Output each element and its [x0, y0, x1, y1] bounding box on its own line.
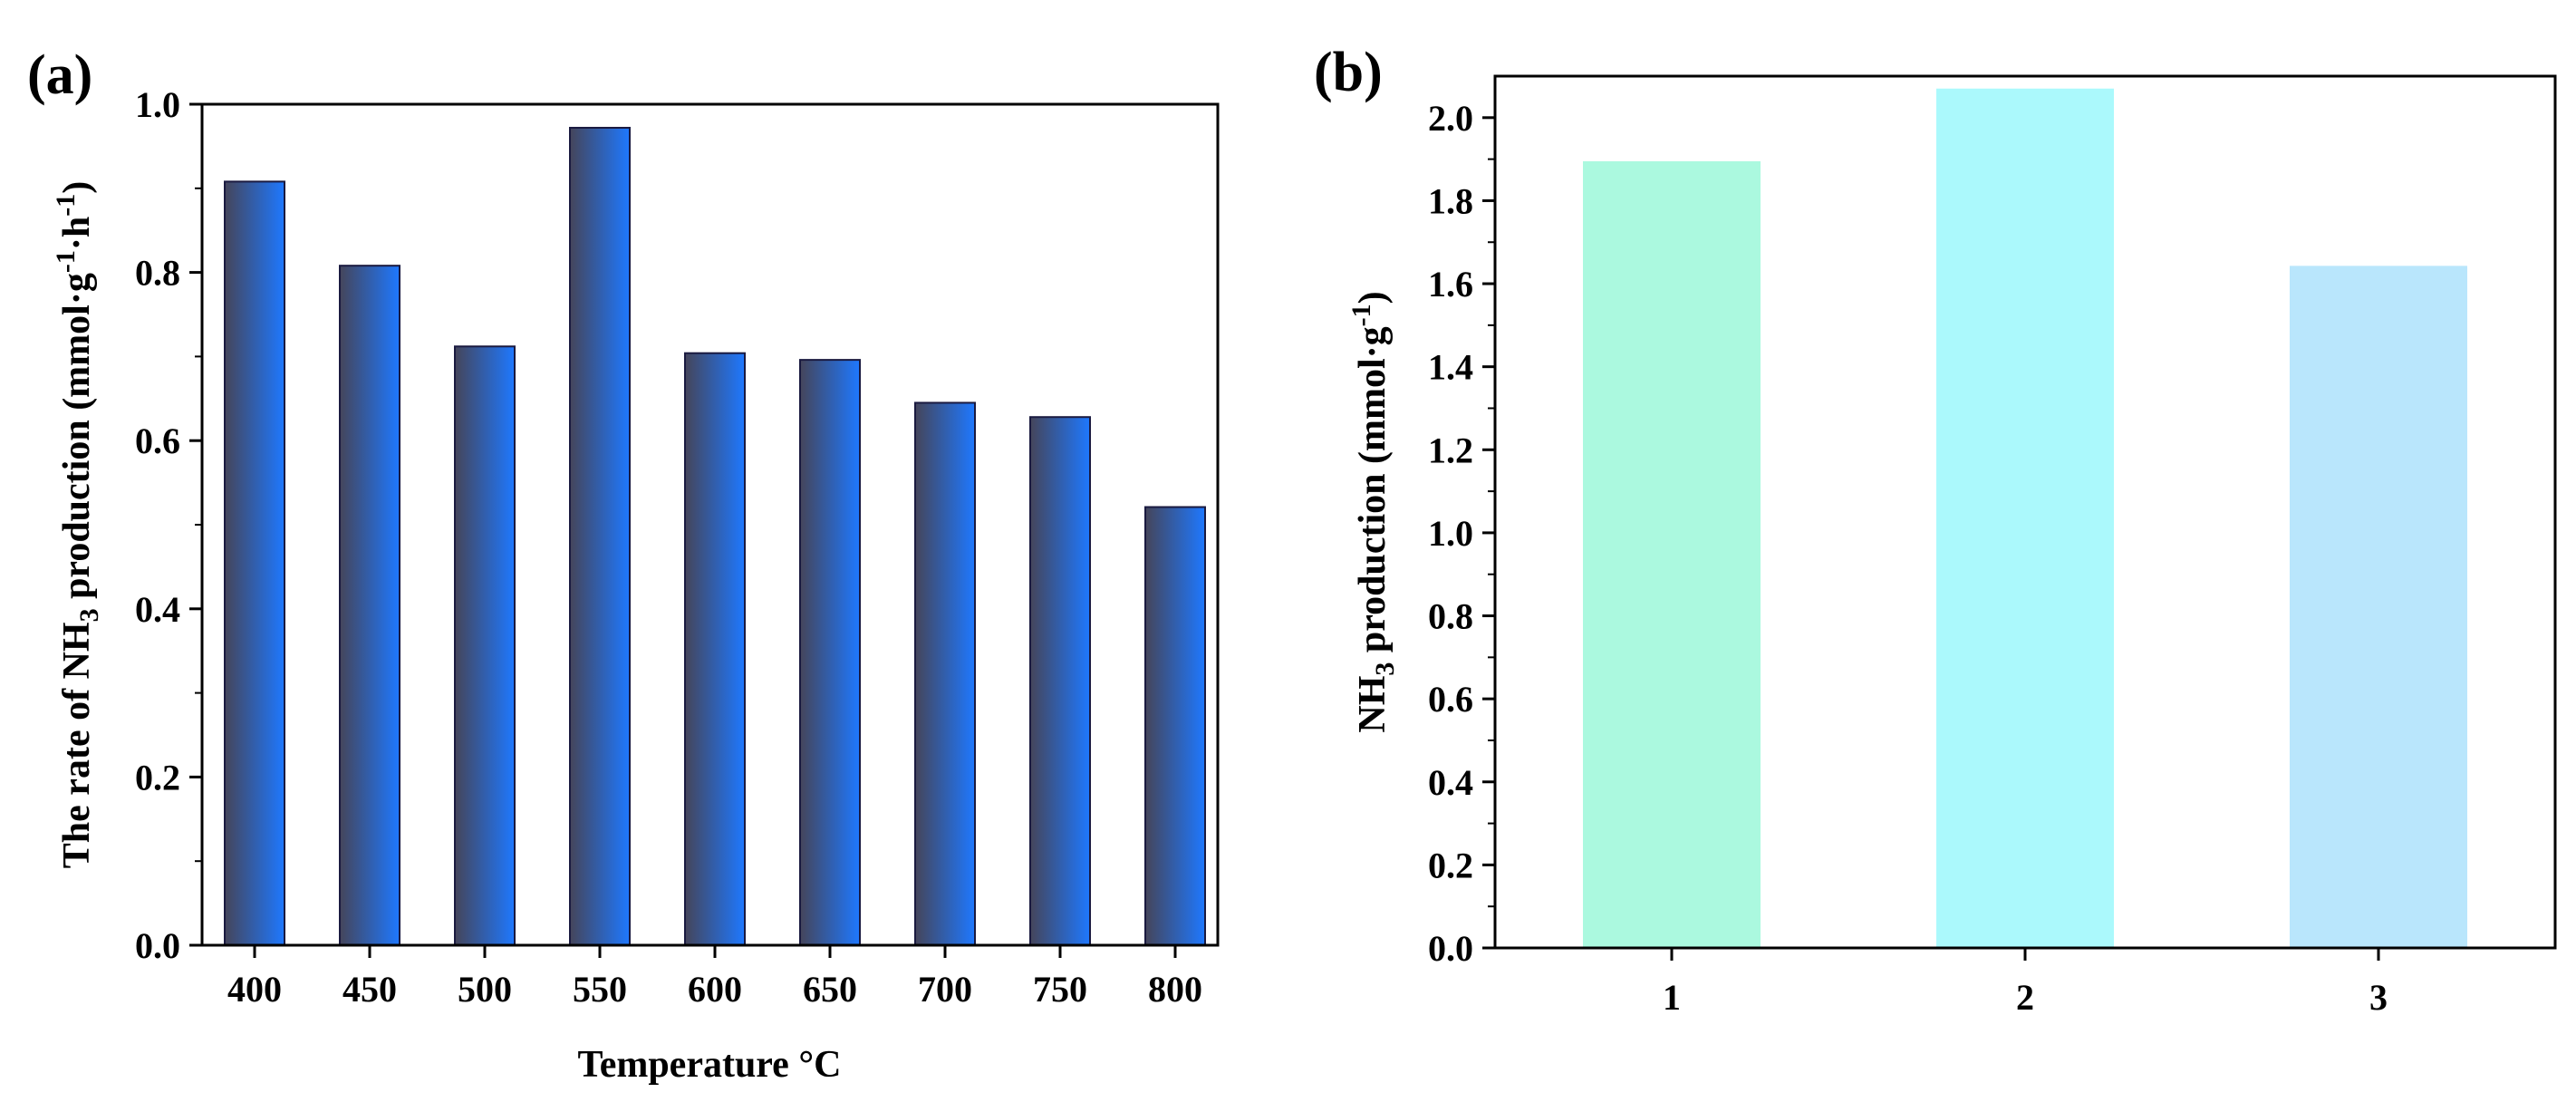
panel-a-x-tick-label: 550 — [573, 969, 627, 1010]
panel-a-x-axis-title: Temperature °C — [578, 1044, 842, 1086]
panel-b-y-axis: 0.0 0.2 0.4 0.6 0.8 1.0 1.2 1.4 1.6 1.8 2.0 — [1428, 98, 1495, 969]
panel-b-y-tick-label: 1.0 — [1428, 513, 1473, 554]
panel-a-bar — [914, 401, 976, 946]
panel-a-x-tick-label: 750 — [1033, 969, 1087, 1010]
panel-a-y-axis-title: The rate of NH3 production (mmol·g-1·h-1… — [51, 181, 104, 868]
panel-b-bar — [1583, 160, 1761, 948]
panel-b-ylabel-sub: 3 — [1370, 662, 1400, 676]
panel-a-bar — [799, 359, 861, 946]
panel-a-x-tick-label: 400 — [227, 969, 282, 1010]
panel-b-y-tick-label: 1.2 — [1428, 430, 1473, 470]
panel-a-label: (a) — [27, 44, 92, 106]
panel-b-y-tick-label: 0.6 — [1428, 679, 1473, 720]
panel-b-y-tick-label: 0.4 — [1428, 762, 1473, 803]
panel-a-y-tick-label: 0.2 — [135, 757, 180, 798]
panel-a-x-tick-label: 800 — [1148, 969, 1202, 1010]
panel-b-ylabel-mid: production (mmol·g — [1352, 326, 1394, 662]
panel-b-y-axis-title: NH3 production (mmol·g-1) — [1346, 291, 1400, 732]
panel-a-ylabel-prefix: The rate of NH — [56, 622, 98, 868]
panel-b-ylabel-sup1: -1 — [1346, 304, 1376, 326]
panel-b-y-tick-label: 0.2 — [1428, 845, 1473, 885]
panel-a-y-tick-label: 0.4 — [135, 589, 180, 630]
panel-a-y-tick-label: 1.0 — [135, 84, 180, 125]
panel-a-y-tick-label: 0.8 — [135, 253, 180, 294]
panel-a-bar — [684, 352, 746, 946]
panel-a-ylabel-dot: ·h — [56, 217, 98, 250]
panel-b-y-tick-label: 1.8 — [1428, 180, 1473, 221]
panel-a-bar — [1029, 416, 1091, 946]
panel-b-y-tick-label: 0.0 — [1428, 928, 1473, 969]
panel-a-ylabel-suffix: ) — [56, 181, 98, 194]
panel-a-bars — [224, 126, 1206, 947]
panel-a-x-tick-label: 650 — [803, 969, 857, 1010]
panel-a-ylabel-sup1: -1 — [51, 250, 81, 273]
panel-a-bar — [569, 126, 631, 946]
panel-a-ylabel-mid: production (mmol·g — [56, 273, 98, 608]
panel-b-bar — [1936, 88, 2114, 948]
panel-a-x-tick-label: 700 — [918, 969, 972, 1010]
panel-b-y-tick-label: 0.8 — [1428, 596, 1473, 637]
panel-a-bar — [339, 265, 400, 946]
panel-b-y-tick-label: 2.0 — [1428, 98, 1473, 139]
panel-b-bar — [2290, 266, 2467, 949]
panel-b-bars — [1583, 88, 2467, 949]
panel-a-x-axis: 400 450 500 550 600 650 700 750 800 — [227, 945, 1202, 1010]
panel-a-y-axis: 0.0 0.2 0.4 0.6 0.8 1.0 — [135, 84, 202, 966]
panel-b: (b) 0.0 0.2 0.4 0.6 0.8 1.0 1.2 1.4 1.6 1.8 2.0 1 2… — [1314, 42, 2557, 1018]
panel-b-y-tick-label: 1.6 — [1428, 264, 1473, 304]
panel-a-ylabel-sub: 3 — [74, 608, 104, 622]
panel-b-ylabel-prefix: NH — [1352, 676, 1394, 733]
panel-b-x-tick-label: 1 — [1663, 977, 1681, 1018]
panel-b-x-tick-label: 2 — [2016, 977, 2034, 1018]
panel-a-ylabel-sup2: -1 — [51, 194, 81, 217]
panel-a-bar — [224, 180, 285, 947]
panel-a-bar — [454, 345, 516, 947]
panel-a-x-tick-label: 500 — [458, 969, 512, 1010]
panel-b-ylabel-suffix: ) — [1352, 291, 1394, 304]
panel-a-bar — [1144, 506, 1206, 947]
panel-a-x-tick-label: 450 — [343, 969, 397, 1010]
panel-a-y-tick-label: 0.0 — [135, 925, 180, 966]
panel-b-x-tick-label: 3 — [2369, 977, 2388, 1018]
panel-a-x-tick-label: 600 — [688, 969, 742, 1010]
panel-b-y-tick-label: 1.4 — [1428, 347, 1473, 388]
panel-b-label: (b) — [1314, 42, 1383, 103]
panel-a-y-tick-label: 0.6 — [135, 420, 180, 461]
panel-b-x-axis: 1 2 3 — [1663, 948, 2388, 1018]
panel-a: (a) 0.0 0.2 0.4 0.6 0.8 1.0 400 450 500 550 600 65… — [27, 44, 1220, 1086]
